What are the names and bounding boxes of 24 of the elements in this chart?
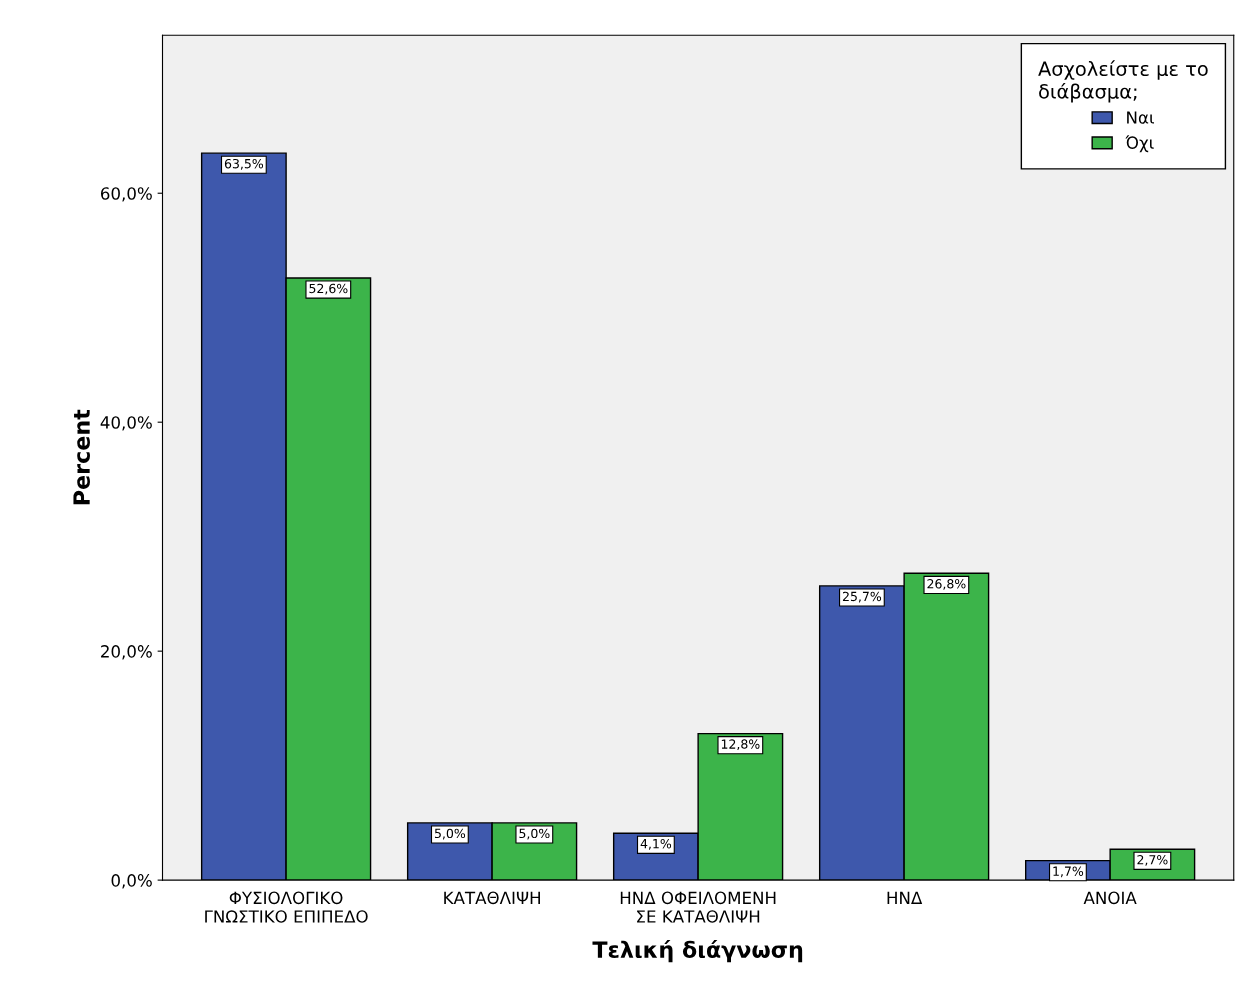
y-axis-title: Percent bbox=[73, 409, 90, 505]
legend-label: Όχι bbox=[1125, 135, 1154, 153]
y-tick-label: 0,0% bbox=[111, 874, 152, 889]
legend-title: Ασχολείστε με το διάβασμα; bbox=[1038, 60, 1208, 103]
data-label: 5,0% bbox=[519, 828, 550, 840]
x-tick-label: ΑΝΟΙΑ bbox=[1083, 891, 1137, 905]
data-label: 26,8% bbox=[927, 579, 966, 590]
legend-label: Ναι bbox=[1127, 111, 1155, 124]
y-tick-label: 20,0% bbox=[101, 645, 152, 660]
y-tick-label: 60,0% bbox=[101, 187, 152, 202]
data-label: 2,7% bbox=[1137, 854, 1168, 866]
x-tick-label: ΚΑΤΑΘΛΙΨΗ bbox=[444, 891, 540, 905]
x-tick-label: ΦΥΣΙΟΛΟΓΙΚΟ ΓΝΩΣΤΙΚΟ ΕΠΙΠΕΔΟ bbox=[205, 891, 368, 923]
y-tick-label: 40,0% bbox=[100, 416, 152, 431]
x-tick-label: ΗΝΔ ΟΦΕΙΛΟΜΕΝΗ ΣΕ ΚΑΤΑΘΛΙΨΗ bbox=[620, 891, 776, 923]
x-tick-label: ΗΝΔ bbox=[887, 891, 923, 904]
x-axis-title: Τελική διάγνωση bbox=[592, 939, 803, 963]
data-label: 12,8% bbox=[721, 739, 760, 751]
data-label: 4,1% bbox=[640, 838, 672, 850]
data-label: 52,6% bbox=[309, 283, 348, 295]
data-label: 1,7% bbox=[1053, 866, 1084, 878]
data-label: 25,7% bbox=[842, 591, 882, 603]
data-label: 63,5% bbox=[224, 158, 264, 170]
data-label: 5,0% bbox=[434, 828, 466, 840]
